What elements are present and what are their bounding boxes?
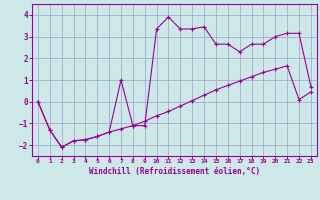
X-axis label: Windchill (Refroidissement éolien,°C): Windchill (Refroidissement éolien,°C) <box>89 167 260 176</box>
